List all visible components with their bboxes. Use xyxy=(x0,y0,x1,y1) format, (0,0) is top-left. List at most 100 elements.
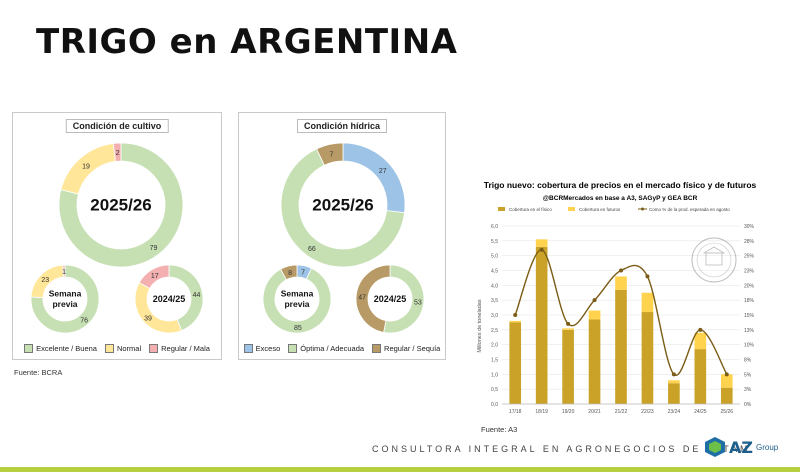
y2-tick-label: 3% xyxy=(744,387,752,393)
slice-value-label: 85 xyxy=(294,325,302,332)
donut-center-label: 2024/25 xyxy=(374,294,407,304)
crop-legend: Excelente / Buena Normal Regular / Mala xyxy=(13,344,221,353)
logo-wordmark: AZ xyxy=(729,437,753,457)
bar-futuros xyxy=(720,374,733,388)
slice-value-label: 7 xyxy=(301,270,305,277)
legend-swatch-green xyxy=(288,344,298,353)
water-condition-panel: Condición hídrica 27 66 7 2025/26 7 85 8 Seman… xyxy=(238,112,446,360)
donut-slice xyxy=(30,264,100,334)
footer-accent-bar xyxy=(0,467,800,472)
donut-center-label: 2025/26 xyxy=(90,196,151,215)
donut-slice xyxy=(316,142,344,166)
slice-value-label: 2 xyxy=(116,150,120,157)
x-tick-label: 18/19 xyxy=(535,409,548,415)
seal-watermark xyxy=(691,237,737,283)
legend-label: Regular / Sequía xyxy=(384,344,441,353)
legend-item: Regular / Mala xyxy=(149,344,210,353)
legend-marker xyxy=(641,207,644,211)
legend-item: Óptima / Adecuada xyxy=(288,344,364,353)
line-point xyxy=(619,268,623,273)
y-tick-label: 1,5 xyxy=(491,358,498,364)
bar-futuros xyxy=(562,328,574,330)
x-tick-label: 17/18 xyxy=(509,409,522,415)
slice-value-label: 53 xyxy=(414,300,422,307)
slice-value-label: 7 xyxy=(329,151,333,158)
y-tick-label: 0,5 xyxy=(491,387,498,393)
x-tick-label: 25/26 xyxy=(721,409,734,415)
y-tick-label: 5,0 xyxy=(491,254,498,260)
donut-slice xyxy=(280,148,405,268)
bar-futuros xyxy=(694,332,707,350)
y2-tick-label: 5% xyxy=(744,372,752,378)
y-tick-label: 2,5 xyxy=(491,328,498,334)
chart-legend: Cobertura en el físico Cobertura en futur… xyxy=(498,207,730,212)
source-note: Fuente: BCRA xyxy=(14,368,63,377)
line-point xyxy=(724,372,729,377)
slice-value-label: 47 xyxy=(358,294,366,301)
x-tick-label: 22/23 xyxy=(641,409,654,415)
legend-label: Regular / Mala xyxy=(161,344,210,353)
legend-item: Excelente / Buena xyxy=(24,344,97,353)
line-point xyxy=(671,372,676,377)
slice-value-label: 19 xyxy=(82,163,90,170)
bar-fisico xyxy=(720,387,733,404)
donut-center-label: previa xyxy=(52,299,77,309)
y2-tick-label: 18% xyxy=(744,298,755,304)
slice-value-label: 17 xyxy=(151,273,159,280)
y-tick-label: 2,0 xyxy=(491,343,498,349)
y2-tick-label: 13% xyxy=(744,328,755,334)
y-tick-label: 3,5 xyxy=(491,298,498,304)
legend-swatch xyxy=(568,207,575,211)
y2-tick-label: 23% xyxy=(744,269,755,275)
slice-value-label: 23 xyxy=(41,277,49,284)
x-tick-label: 24/25 xyxy=(694,409,707,415)
y-tick-label: 4,0 xyxy=(491,283,498,289)
legend-swatch-yellow xyxy=(104,344,114,353)
donut-center xyxy=(148,278,190,320)
legend-swatch-brown xyxy=(372,344,382,353)
legend-swatch-green xyxy=(24,344,34,353)
donut-main: 27 66 7 2025/26 xyxy=(280,142,406,268)
donut-center-label: Semana xyxy=(49,289,82,299)
legend-label: Excelente / Buena xyxy=(36,344,97,353)
donut-center xyxy=(276,278,318,320)
donut-center xyxy=(44,278,86,320)
legend-label: Cobertura en futuros xyxy=(579,207,621,212)
y2-tick-label: 25% xyxy=(744,254,755,260)
bar-fisico xyxy=(509,322,522,404)
donut-slice xyxy=(280,264,298,281)
y2-tick-label: 28% xyxy=(744,239,755,245)
legend-swatch-blue xyxy=(243,344,253,353)
bar-fisico xyxy=(694,349,707,404)
y2-tick-label: 8% xyxy=(744,358,752,364)
slice-value-label: 44 xyxy=(193,292,201,299)
bar-futuros xyxy=(668,380,680,384)
y-tick-label: 5,5 xyxy=(491,239,498,245)
donut-slice xyxy=(112,142,122,162)
donut-center-label: Semana xyxy=(281,289,314,299)
legend-swatch-red xyxy=(149,344,159,353)
bar-futuros xyxy=(615,276,627,290)
chart-title: Trigo nuevo: cobertura de precios en el … xyxy=(484,180,757,190)
slice-value-label: 79 xyxy=(150,245,158,252)
x-tick-label: 20/21 xyxy=(588,409,601,415)
legend-label: Exceso xyxy=(255,344,281,353)
chart-subtitle: @BCRMercados en base a A3, SAGyP y GEA B… xyxy=(543,195,698,202)
donut-center xyxy=(78,162,164,248)
line-point xyxy=(645,274,650,279)
y-tick-label: 6,0 xyxy=(491,224,498,230)
donut-center xyxy=(369,278,411,320)
bar-fisico xyxy=(641,312,654,404)
crop-condition-title: Condición de cultivo xyxy=(65,119,169,133)
line-point xyxy=(513,313,518,317)
x-tick-label: 19/20 xyxy=(562,409,575,415)
legend-item: Normal xyxy=(104,344,141,353)
donut-center-label: 2024/25 xyxy=(153,294,186,304)
bar-futuros xyxy=(509,320,522,323)
donut-slice xyxy=(262,267,332,334)
slice-value-label: 1 xyxy=(62,269,66,276)
bar-fisico xyxy=(535,246,548,404)
